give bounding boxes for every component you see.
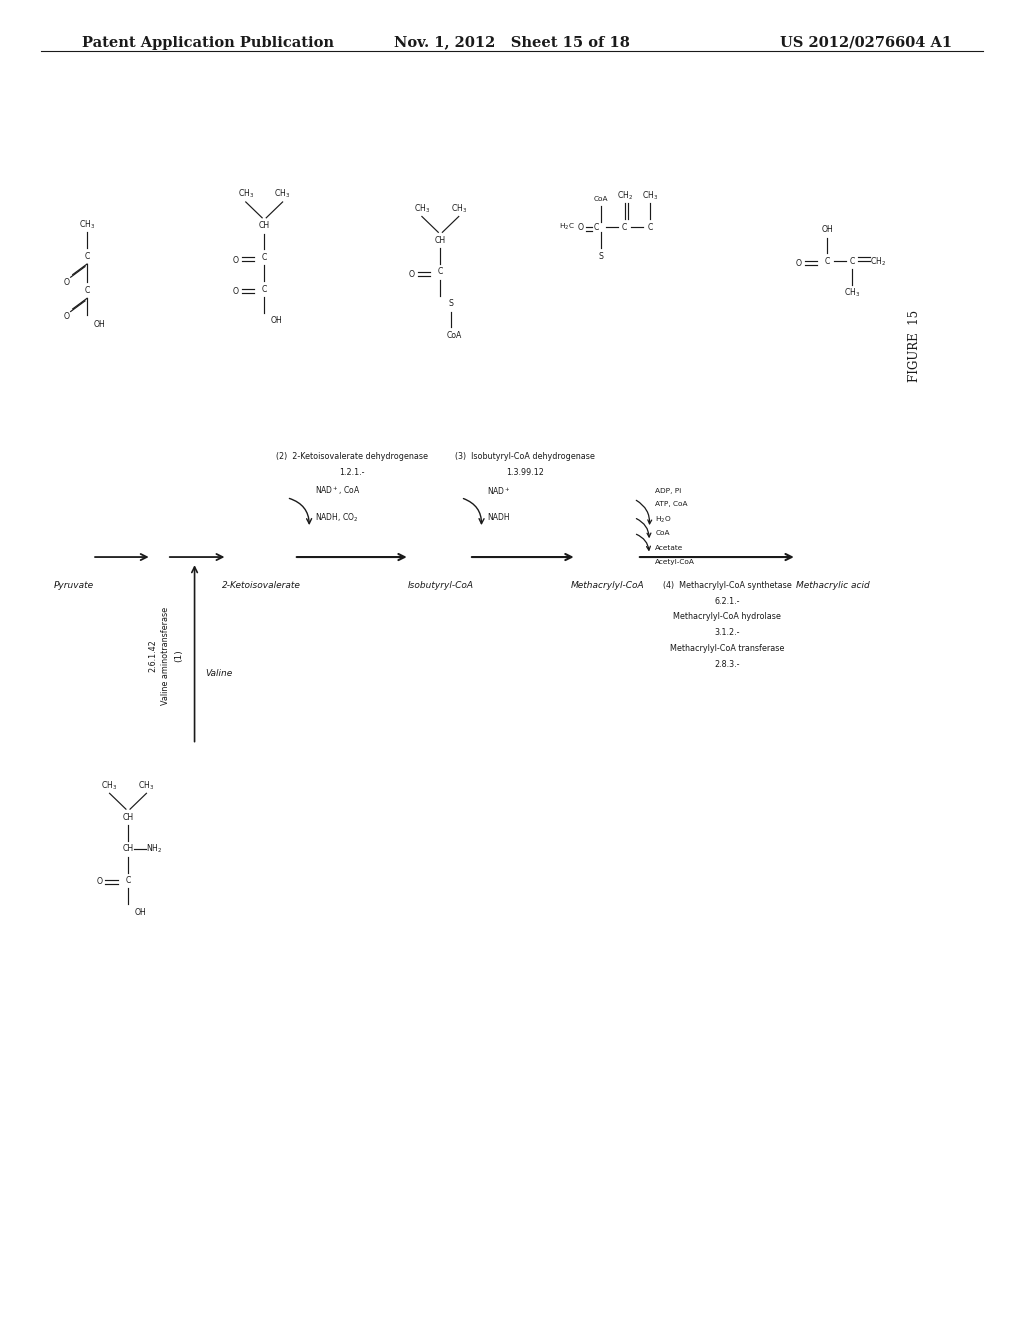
Text: 1.2.1.-: 1.2.1.- [340,467,365,477]
Text: CH$_3$: CH$_3$ [101,779,118,792]
Text: Valine: Valine [205,669,232,677]
Text: 2-Ketoisovalerate: 2-Ketoisovalerate [221,581,301,590]
Text: CH$_3$: CH$_3$ [451,202,467,215]
Text: Valine aminotransferase: Valine aminotransferase [162,607,170,705]
Text: CH$_2$: CH$_2$ [616,189,633,202]
Text: FIGURE  15: FIGURE 15 [908,310,921,381]
Text: H$_2$C: H$_2$C [559,222,575,232]
Text: CH: CH [123,845,133,853]
Text: Nov. 1, 2012   Sheet 15 of 18: Nov. 1, 2012 Sheet 15 of 18 [394,36,630,50]
Text: C: C [261,253,267,261]
Text: C: C [622,223,628,231]
Text: S: S [449,300,453,308]
Text: C: C [824,257,830,265]
Text: CoA: CoA [655,531,670,536]
Text: CoA: CoA [447,331,462,339]
Text: Acetate: Acetate [655,545,684,550]
Text: Isobutyryl-CoA: Isobutyryl-CoA [408,581,473,590]
Text: Methacrylic acid: Methacrylic acid [796,581,869,590]
Text: CH$_3$: CH$_3$ [238,187,254,201]
Text: CH$_3$: CH$_3$ [79,218,95,231]
Text: Patent Application Publication: Patent Application Publication [82,36,334,50]
Text: CH$_3$: CH$_3$ [642,189,658,202]
Text: O: O [232,288,239,296]
Text: OH: OH [821,226,834,234]
Text: C: C [593,223,599,231]
Text: NAD$^+$, CoA: NAD$^+$, CoA [315,484,361,498]
Text: O: O [96,878,102,886]
Text: CH: CH [435,236,445,244]
Text: O: O [409,271,415,279]
Text: ADP, Pi: ADP, Pi [655,488,682,494]
Text: S: S [599,252,603,260]
Text: Acetyl-CoA: Acetyl-CoA [655,560,695,565]
Text: H$_2$O: H$_2$O [655,515,672,525]
Text: O: O [578,223,584,231]
Text: CH: CH [123,813,133,821]
Text: CH$_3$: CH$_3$ [138,779,155,792]
Text: 6.2.1.-: 6.2.1.- [715,597,739,606]
Text: CH$_3$: CH$_3$ [274,187,291,201]
Text: US 2012/0276604 A1: US 2012/0276604 A1 [780,36,952,50]
Text: CH: CH [259,222,269,230]
Text: C: C [437,268,443,276]
Text: C: C [125,876,131,884]
Text: CH$_3$: CH$_3$ [844,286,860,300]
Text: (4)  Methacrylyl-CoA synthetase: (4) Methacrylyl-CoA synthetase [663,581,792,590]
Text: C: C [84,286,90,294]
Text: NADH: NADH [487,513,510,521]
Text: NAD$^+$: NAD$^+$ [487,486,511,496]
Text: OH: OH [93,321,105,329]
Text: (2)  2-Ketoisovalerate dehydrogenase: (2) 2-Ketoisovalerate dehydrogenase [276,451,428,461]
Text: C: C [84,252,90,260]
Text: Methacrylyl-CoA hydrolase: Methacrylyl-CoA hydrolase [673,612,781,622]
Text: C: C [849,257,855,265]
Text: C: C [647,223,653,231]
Text: O: O [232,256,239,264]
Text: Methacrylyl-CoA transferase: Methacrylyl-CoA transferase [670,644,784,653]
Text: ATP, CoA: ATP, CoA [655,502,688,507]
Text: 2.8.3.-: 2.8.3.- [715,660,739,669]
Text: O: O [63,279,70,286]
Text: 2.6.1.42: 2.6.1.42 [148,640,157,672]
Text: O: O [796,260,802,268]
Text: Methacrylyl-CoA: Methacrylyl-CoA [570,581,644,590]
Text: Pyruvate: Pyruvate [53,581,94,590]
Text: CoA: CoA [594,197,608,202]
Text: CH$_2$: CH$_2$ [870,255,887,268]
Text: O: O [63,313,70,321]
Text: C: C [261,285,267,293]
Text: OH: OH [270,317,283,325]
Text: 1.3.99.12: 1.3.99.12 [507,467,544,477]
Text: NADH, CO$_2$: NADH, CO$_2$ [315,511,359,524]
Text: (1): (1) [175,649,183,663]
Text: OH: OH [134,908,146,916]
Text: CH$_3$: CH$_3$ [414,202,430,215]
Text: NH$_2$: NH$_2$ [146,842,163,855]
Text: 3.1.2.-: 3.1.2.- [715,628,739,638]
Text: (3)  Isobutyryl-CoA dehydrogenase: (3) Isobutyryl-CoA dehydrogenase [456,451,595,461]
